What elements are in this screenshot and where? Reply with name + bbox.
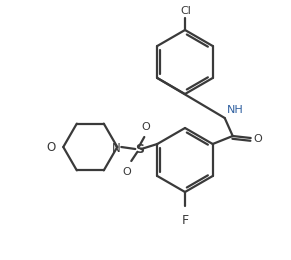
Text: O: O [141, 122, 150, 132]
Text: NH: NH [227, 105, 244, 115]
Text: Cl: Cl [180, 6, 191, 16]
Text: O: O [122, 167, 131, 177]
Text: O: O [254, 134, 262, 144]
Text: S: S [135, 142, 144, 155]
Text: N: N [112, 141, 121, 154]
Text: F: F [181, 214, 189, 227]
Text: O: O [46, 140, 55, 153]
